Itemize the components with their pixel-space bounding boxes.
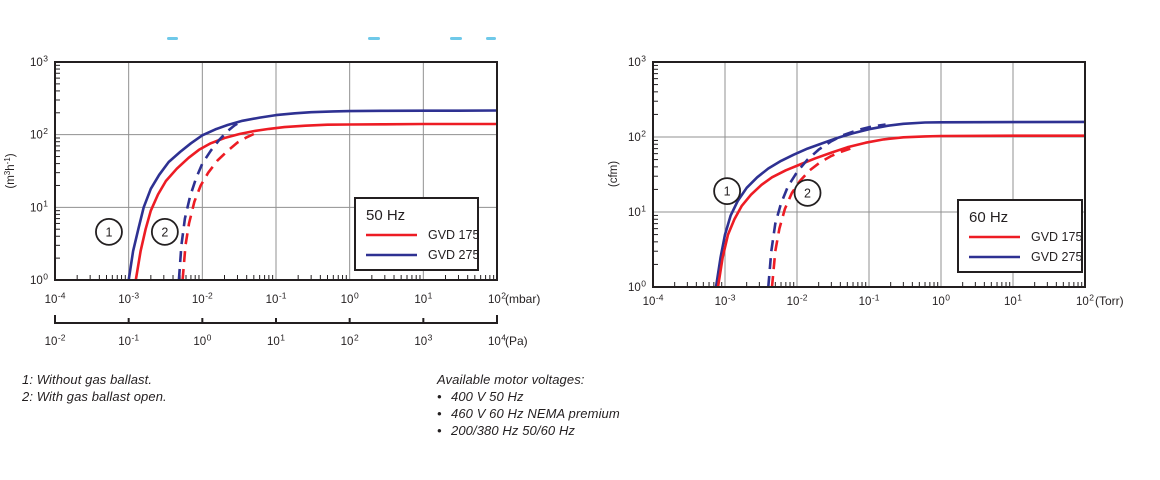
clipped-header-mark <box>486 37 496 40</box>
x-tick-label: 10-3 <box>715 292 736 308</box>
x-tick-label: 10-2 <box>787 292 808 308</box>
curve-gvd-275-with-gas-ballast-open <box>767 123 886 287</box>
curve-gvd-175 <box>134 122 497 280</box>
annotation-number: 1 <box>105 225 112 239</box>
legend-label: GVD 175 <box>428 228 479 242</box>
x-tick-label: 102 <box>1076 292 1094 308</box>
x-tick-label: 10-1 <box>859 292 880 308</box>
motor-voltage-text: 460 V 60 Hz NEMA premium <box>451 406 620 421</box>
y-tick-label: 103 <box>30 53 48 69</box>
y-tick-label: 102 <box>628 128 646 144</box>
pa-tick-label: 100 <box>193 332 211 348</box>
annotation-number: 2 <box>804 186 811 200</box>
x-tick-label: 102 <box>488 290 506 306</box>
x-tick-label: 10-4 <box>45 290 66 306</box>
pa-tick-label: 101 <box>267 332 285 348</box>
y-axis-labels: 100 101 102 103 <box>30 53 48 287</box>
clipped-header-mark <box>368 37 380 40</box>
legend-label: GVD 275 <box>428 248 479 262</box>
curves <box>127 109 497 280</box>
y-tick-label: 101 <box>30 199 48 215</box>
x-tick-label: 10-3 <box>118 290 139 306</box>
x-axis-unit: (mbar) <box>505 292 540 306</box>
gas-ballast-notes: 1: Without gas ballast. 2: With gas ball… <box>22 371 167 405</box>
pa-tick-label: 10-1 <box>118 332 139 348</box>
legend-title: 50 Hz <box>366 207 405 224</box>
pumping-speed-chart-50hz: 10-4 10-3 10-2 10-1 100 101 102(mbar)100101102… <box>3 53 541 348</box>
curve-gvd-175-with-gas-ballast-open <box>181 132 255 280</box>
bullet-icon: • <box>437 406 442 421</box>
x-tick-label: 10-1 <box>266 290 287 306</box>
clipped-header-mark <box>167 37 178 40</box>
curve-gvd-275 <box>714 120 1085 287</box>
x-tick-label: 100 <box>932 292 950 308</box>
x-tick-label: 10-4 <box>643 292 664 308</box>
pa-tick-label: 103 <box>414 332 432 348</box>
y-tick-label: 102 <box>30 126 48 142</box>
y-tick-label: 101 <box>628 203 646 219</box>
annotation-circle-1: 1 <box>713 177 742 205</box>
curve-gvd-275-with-gas-ballast-open <box>177 121 241 280</box>
annotation-number: 1 <box>724 185 731 199</box>
x-axis-labels: 10-4 10-3 10-2 10-1 100 101 102(mbar) <box>45 290 541 306</box>
curve-gvd-175-with-gas-ballast-open <box>770 147 851 287</box>
y-tick-label: 100 <box>628 278 646 294</box>
secondary-axis-unit: (Pa) <box>505 334 528 348</box>
x-axis-labels: 10-4 10-3 10-2 10-1 100 101 102 (Torr) <box>643 292 1124 308</box>
gridlines <box>55 62 497 280</box>
pa-tick-label: 104 <box>488 332 506 348</box>
y-axis-labels: 100 101 102 103 <box>628 53 646 294</box>
x-axis-unit: (Torr) <box>1095 294 1124 308</box>
footnote-1: 1: Without gas ballast. <box>22 372 153 387</box>
x-tick-label: 10-2 <box>192 290 213 306</box>
pa-tick-label: 102 <box>341 332 359 348</box>
bullet-icon: • <box>437 389 442 404</box>
motor-voltage-item: • 200/380 Hz 50/60 Hz <box>437 422 620 439</box>
x-tick-label: 101 <box>414 290 432 306</box>
pa-tick-label: 10-2 <box>45 332 66 348</box>
curves <box>714 120 1085 287</box>
legend: 60 Hz GVD 175 GVD 275 <box>957 199 1083 273</box>
legend-label: GVD 275 <box>1031 250 1082 264</box>
y-tick-label: 103 <box>628 53 646 69</box>
motor-voltages-block: Available motor voltages: • 400 V 50 Hz •… <box>437 371 620 439</box>
pumping-speed-chart-60hz: 10-4 10-3 10-2 10-1 100 101 102 (Torr)100101102… <box>608 53 1124 308</box>
y-tick-label: 100 <box>30 271 48 287</box>
bullet-icon: • <box>437 423 442 438</box>
footnote-2: 2: With gas ballast open. <box>22 389 167 404</box>
plot-frame <box>652 61 1086 288</box>
motor-voltage-item: • 460 V 60 Hz NEMA premium <box>437 405 620 422</box>
annotation-circle-1: 1 <box>95 217 123 246</box>
motor-voltage-text: 200/380 Hz 50/60 Hz <box>451 423 576 438</box>
x-tick-label: 101 <box>1004 292 1022 308</box>
motor-voltage-item: • 400 V 50 Hz <box>437 388 620 405</box>
motor-voltage-text: 400 V 50 Hz <box>451 389 524 404</box>
curve-gvd-175 <box>716 134 1085 287</box>
curve-gvd-275 <box>127 109 497 280</box>
annotation-number: 2 <box>161 225 168 239</box>
annotation-circle-2: 2 <box>793 178 822 207</box>
secondary-axis-pa: 10-2 10-1 100 101 102 103 104(Pa) <box>45 315 528 348</box>
motor-voltages-title: Available motor voltages: <box>437 372 585 387</box>
x-tick-label: 100 <box>341 290 359 306</box>
legend-title: 60 Hz <box>969 209 1008 226</box>
y-axis-title: (cfm) <box>608 161 620 187</box>
clipped-header-mark <box>450 37 462 40</box>
y-axis-title: (m3h-1) <box>3 153 17 188</box>
plot-frame <box>54 61 498 281</box>
legend-label: GVD 175 <box>1031 230 1082 244</box>
annotation-circle-2: 2 <box>150 217 179 246</box>
legend: 50 Hz GVD 175 GVD 275 <box>354 197 479 271</box>
